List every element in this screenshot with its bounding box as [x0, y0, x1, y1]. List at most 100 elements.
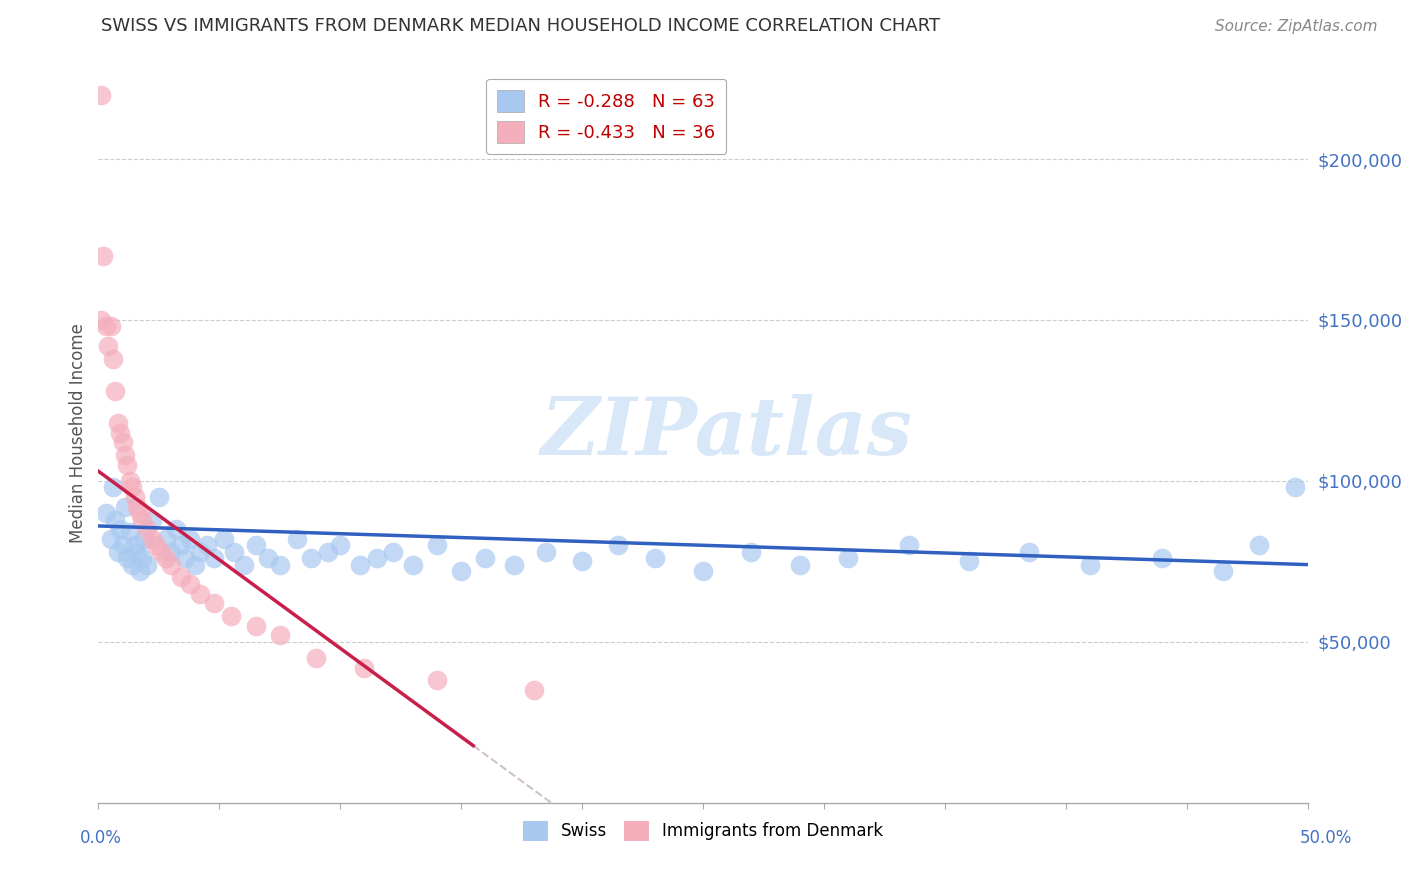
Point: [111, 538, 134, 552]
Point: [104, 384, 127, 398]
Point: [222, 545, 245, 559]
Point: [269, 628, 291, 642]
Text: 0.0%: 0.0%: [80, 829, 122, 847]
Point: [124, 490, 146, 504]
Point: [128, 564, 150, 578]
Y-axis label: Median Household Income: Median Household Income: [69, 323, 87, 542]
Point: [127, 500, 149, 514]
Point: [128, 506, 150, 520]
Point: [571, 554, 593, 568]
Point: [269, 558, 291, 572]
Point: [94, 506, 117, 520]
Point: [150, 545, 173, 559]
Point: [188, 545, 211, 559]
Point: [1212, 564, 1234, 578]
Point: [349, 558, 371, 572]
Point: [135, 522, 157, 536]
Point: [165, 522, 187, 536]
Point: [134, 532, 156, 546]
Point: [212, 532, 235, 546]
Point: [131, 512, 153, 526]
Point: [204, 551, 226, 566]
Point: [245, 619, 267, 633]
Point: [141, 532, 163, 546]
Point: [155, 551, 177, 566]
Point: [503, 558, 526, 572]
Legend: Swiss, Immigrants from Denmark: Swiss, Immigrants from Denmark: [516, 814, 890, 847]
Point: [1018, 545, 1040, 559]
Point: [1152, 551, 1174, 566]
Point: [135, 558, 157, 572]
Point: [160, 558, 183, 572]
Point: [169, 538, 191, 552]
Point: [353, 660, 375, 674]
Point: [100, 319, 122, 334]
Point: [644, 551, 666, 566]
Point: [101, 351, 124, 366]
Point: [740, 545, 762, 559]
Point: [305, 651, 328, 665]
Point: [402, 558, 425, 572]
Point: [523, 683, 546, 698]
Point: [299, 551, 322, 566]
Point: [245, 538, 267, 552]
Point: [534, 545, 557, 559]
Point: [285, 532, 308, 546]
Point: [121, 558, 143, 572]
Point: [204, 596, 226, 610]
Point: [789, 558, 811, 572]
Point: [145, 538, 167, 552]
Point: [897, 538, 920, 552]
Point: [179, 577, 201, 591]
Point: [426, 538, 449, 552]
Point: [329, 538, 352, 552]
Point: [256, 551, 278, 566]
Point: [195, 538, 218, 552]
Point: [607, 538, 630, 552]
Point: [117, 458, 139, 472]
Point: [141, 512, 163, 526]
Point: [232, 558, 254, 572]
Point: [118, 525, 141, 540]
Point: [97, 339, 120, 353]
Text: ZIPatlas: ZIPatlas: [541, 394, 914, 471]
Point: [90, 87, 112, 102]
Point: [169, 570, 191, 584]
Point: [1078, 558, 1101, 572]
Point: [108, 425, 131, 440]
Point: [94, 319, 117, 334]
Text: Source: ZipAtlas.com: Source: ZipAtlas.com: [1215, 20, 1378, 34]
Point: [160, 545, 183, 559]
Point: [117, 551, 139, 566]
Point: [957, 554, 980, 568]
Point: [114, 500, 136, 514]
Point: [1249, 538, 1271, 552]
Point: [100, 532, 122, 546]
Point: [148, 490, 170, 504]
Point: [90, 313, 112, 327]
Text: 50.0%: 50.0%: [1299, 829, 1353, 847]
Point: [426, 673, 449, 688]
Point: [114, 448, 136, 462]
Point: [118, 474, 141, 488]
Point: [692, 564, 714, 578]
Point: [101, 480, 124, 494]
Point: [184, 558, 207, 572]
Point: [179, 532, 201, 546]
Point: [91, 249, 114, 263]
Point: [382, 545, 405, 559]
Point: [188, 586, 211, 600]
Point: [111, 435, 134, 450]
Point: [837, 551, 859, 566]
Point: [108, 522, 131, 536]
Point: [121, 480, 143, 494]
Point: [131, 551, 153, 566]
Point: [450, 564, 472, 578]
Point: [366, 551, 388, 566]
Point: [124, 538, 146, 552]
Point: [107, 416, 129, 430]
Point: [1284, 480, 1306, 494]
Point: [127, 545, 149, 559]
Point: [474, 551, 496, 566]
Point: [104, 512, 127, 526]
